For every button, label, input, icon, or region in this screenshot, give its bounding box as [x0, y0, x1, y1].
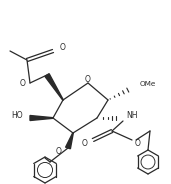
Text: HO: HO [11, 112, 23, 121]
Text: O: O [85, 75, 91, 84]
Text: O: O [60, 43, 66, 52]
Polygon shape [66, 133, 73, 149]
Text: O: O [82, 139, 88, 148]
Text: O: O [20, 79, 26, 88]
Text: O: O [135, 139, 141, 148]
Text: O: O [56, 146, 62, 155]
Polygon shape [45, 74, 63, 100]
Text: OMe: OMe [140, 81, 156, 87]
Polygon shape [30, 116, 53, 121]
Text: NH: NH [126, 111, 137, 119]
